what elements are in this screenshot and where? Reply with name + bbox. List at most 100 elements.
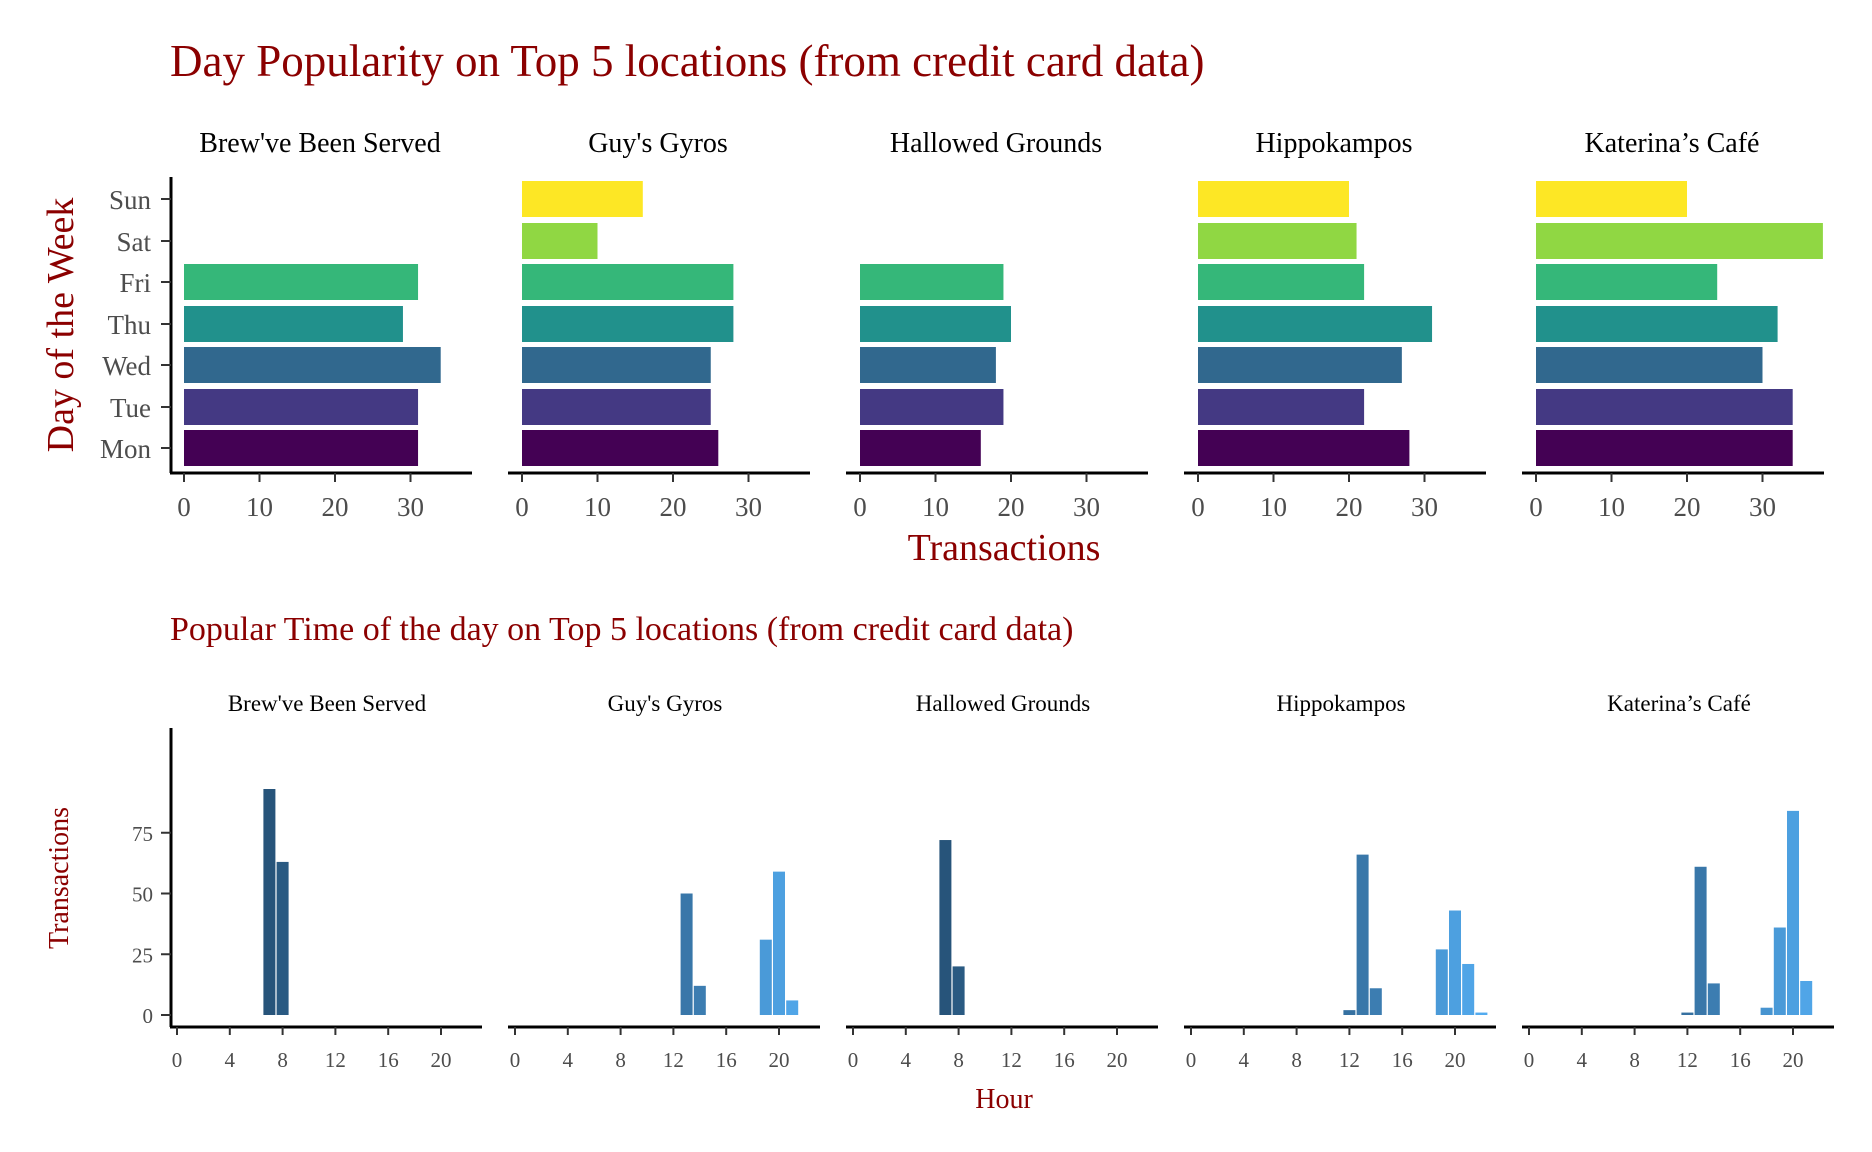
top-bar-guy-s-gyros-wed — [522, 347, 711, 383]
bottom-bar-guy-s-gyros-hour-20 — [773, 871, 785, 1015]
bottom-bar-hippokampos-hour-20 — [1449, 910, 1461, 1015]
top-bar-hippokampos-thu — [1198, 306, 1433, 342]
bottom-x-tick-label-hippokampos-16: 16 — [1392, 1048, 1413, 1072]
bottom-y-tick-label-25: 25 — [132, 943, 153, 967]
bottom-bar-hippokampos-hour-12 — [1343, 1010, 1356, 1015]
bottom-bar-katerina-s-caf-hour-13 — [1694, 866, 1707, 1015]
top-bar-hallowed-grounds-thu — [860, 306, 1011, 342]
top-x-tick-label-hippokampos-10: 10 — [1260, 492, 1287, 522]
bottom-x-tick-label-brew-ve-been-served-16: 16 — [378, 1048, 399, 1072]
top-bar-katerina-s-caf-sat — [1536, 223, 1823, 259]
bottom-bar-brew-ve-been-served-hour-8 — [276, 861, 289, 1015]
bottom-bar-hippokampos-hour-21 — [1462, 963, 1475, 1015]
bottom-bar-katerina-s-caf-hour-19 — [1773, 927, 1786, 1015]
top-bar-hippokampos-sat — [1198, 223, 1357, 259]
bottom-x-tick-label-katerina-s-caf-8: 8 — [1629, 1048, 1640, 1072]
top-x-tick-label-brew-ve-been-served-0: 0 — [177, 492, 191, 522]
top-y-tick-label-fri: Fri — [119, 268, 151, 298]
bottom-y-tick-label-0: 0 — [143, 1004, 154, 1028]
top-y-tick-label-sat: Sat — [116, 227, 151, 257]
top-bar-katerina-s-caf-mon — [1536, 430, 1793, 466]
bottom-chart-y-axis-title: Transactions — [44, 807, 75, 949]
bottom-x-tick-label-brew-ve-been-served-20: 20 — [431, 1048, 452, 1072]
top-bar-katerina-s-caf-tue — [1536, 389, 1793, 425]
bottom-x-tick-label-hippokampos-12: 12 — [1339, 1048, 1360, 1072]
top-x-tick-label-katerina-s-caf-10: 10 — [1598, 492, 1625, 522]
bottom-bar-brew-ve-been-served-hour-7 — [263, 789, 276, 1015]
bottom-bar-hallowed-grounds-hour-8 — [952, 966, 965, 1015]
bottom-bar-hallowed-grounds-hour-7 — [939, 840, 952, 1015]
top-bar-katerina-s-caf-thu — [1536, 306, 1778, 342]
top-bar-brew-ve-been-served-tue — [184, 389, 419, 425]
bottom-x-tick-label-guy-s-gyros-20: 20 — [769, 1048, 790, 1072]
top-chart-y-axis-title: Day of the Week — [40, 198, 82, 453]
top-y-tick-label-tue: Tue — [110, 393, 151, 423]
top-x-tick-label-hallowed-grounds-0: 0 — [853, 492, 867, 522]
bottom-y-tick-label-50: 50 — [132, 883, 153, 907]
top-y-tick-label-sun: Sun — [109, 185, 152, 215]
bottom-x-tick-label-hippokampos-0: 0 — [1186, 1048, 1197, 1072]
bottom-x-tick-label-brew-ve-been-served-8: 8 — [277, 1048, 288, 1072]
bottom-x-tick-label-guy-s-gyros-0: 0 — [510, 1048, 521, 1072]
bottom-bar-katerina-s-caf-hour-18 — [1760, 1007, 1773, 1015]
bottom-x-tick-label-brew-ve-been-served-0: 0 — [172, 1048, 183, 1072]
bottom-x-tick-label-katerina-s-caf-16: 16 — [1730, 1048, 1751, 1072]
bottom-bar-guy-s-gyros-hour-14 — [693, 985, 706, 1015]
bottom-x-tick-label-hippokampos-4: 4 — [1239, 1048, 1250, 1072]
top-bar-katerina-s-caf-fri — [1536, 264, 1718, 300]
top-facet-label-hippokampos: Hippokampos — [1255, 128, 1412, 159]
top-x-tick-label-katerina-s-caf-20: 20 — [1674, 492, 1701, 522]
top-chart-x-axis-title: Transactions — [908, 527, 1101, 569]
bottom-x-tick-label-guy-s-gyros-16: 16 — [716, 1048, 737, 1072]
top-bar-guy-s-gyros-tue — [522, 389, 711, 425]
top-x-tick-label-guy-s-gyros-20: 20 — [660, 492, 687, 522]
top-x-tick-label-guy-s-gyros-0: 0 — [515, 492, 529, 522]
top-bar-brew-ve-been-served-wed — [184, 347, 441, 383]
bottom-x-tick-label-hallowed-grounds-8: 8 — [953, 1048, 964, 1072]
top-x-tick-label-hippokampos-0: 0 — [1191, 492, 1205, 522]
bottom-chart-title: Popular Time of the day on Top 5 locatio… — [170, 611, 1073, 648]
top-facet-label-guy-s-gyros: Guy's Gyros — [588, 128, 728, 159]
bottom-bar-katerina-s-caf-hour-12 — [1681, 1012, 1694, 1015]
bottom-facet-label-hippokampos: Hippokampos — [1276, 691, 1405, 716]
top-x-tick-label-brew-ve-been-served-10: 10 — [246, 492, 273, 522]
top-bar-hippokampos-fri — [1198, 264, 1365, 300]
top-x-tick-label-brew-ve-been-served-20: 20 — [322, 492, 349, 522]
bottom-bar-guy-s-gyros-hour-21 — [786, 1000, 799, 1015]
top-bar-guy-s-gyros-sun — [522, 181, 643, 217]
bottom-x-tick-label-brew-ve-been-served-4: 4 — [225, 1048, 236, 1072]
bottom-bar-katerina-s-caf-hour-14 — [1707, 983, 1720, 1015]
bottom-x-tick-label-guy-s-gyros-4: 4 — [563, 1048, 574, 1072]
bottom-bar-hippokampos-hour-14 — [1369, 988, 1382, 1015]
bottom-facet-label-katerina-s-caf: Katerina’s Café — [1607, 691, 1751, 716]
top-bar-hallowed-grounds-fri — [860, 264, 1004, 300]
bottom-bar-katerina-s-caf-hour-21 — [1800, 980, 1813, 1015]
top-x-tick-label-katerina-s-caf-0: 0 — [1529, 492, 1543, 522]
top-x-tick-label-hippokampos-20: 20 — [1336, 492, 1363, 522]
bottom-x-tick-label-katerina-s-caf-12: 12 — [1677, 1048, 1698, 1072]
top-x-tick-label-guy-s-gyros-30: 30 — [735, 492, 762, 522]
bottom-facet-label-guy-s-gyros: Guy's Gyros — [608, 691, 723, 716]
bottom-chart-x-axis-title: Hour — [975, 1084, 1033, 1115]
top-x-tick-label-brew-ve-been-served-30: 30 — [397, 492, 424, 522]
top-facet-label-hallowed-grounds: Hallowed Grounds — [890, 128, 1102, 159]
bottom-x-tick-label-guy-s-gyros-8: 8 — [615, 1048, 626, 1072]
top-bar-hippokampos-sun — [1198, 181, 1349, 217]
bottom-x-tick-label-hallowed-grounds-12: 12 — [1001, 1048, 1022, 1072]
bottom-x-tick-label-katerina-s-caf-4: 4 — [1577, 1048, 1588, 1072]
top-facet-label-brew-ve-been-served: Brew've Been Served — [199, 128, 440, 159]
top-bar-katerina-s-caf-sun — [1536, 181, 1687, 217]
top-bar-brew-ve-been-served-thu — [184, 306, 403, 342]
top-x-tick-label-hippokampos-30: 30 — [1411, 492, 1438, 522]
bottom-bar-guy-s-gyros-hour-13 — [680, 893, 693, 1015]
bottom-x-tick-label-katerina-s-caf-0: 0 — [1524, 1048, 1535, 1072]
bottom-x-tick-label-hallowed-grounds-0: 0 — [848, 1048, 859, 1072]
top-bar-guy-s-gyros-fri — [522, 264, 734, 300]
top-facet-label-katerina-s-caf: Katerina’s Café — [1585, 128, 1760, 159]
top-bar-guy-s-gyros-mon — [522, 430, 719, 466]
top-bar-hallowed-grounds-tue — [860, 389, 1004, 425]
bottom-bar-hippokampos-hour-19 — [1435, 949, 1448, 1015]
bottom-bar-katerina-s-caf-hour-20 — [1787, 810, 1799, 1015]
bottom-x-tick-label-brew-ve-been-served-12: 12 — [325, 1048, 346, 1072]
